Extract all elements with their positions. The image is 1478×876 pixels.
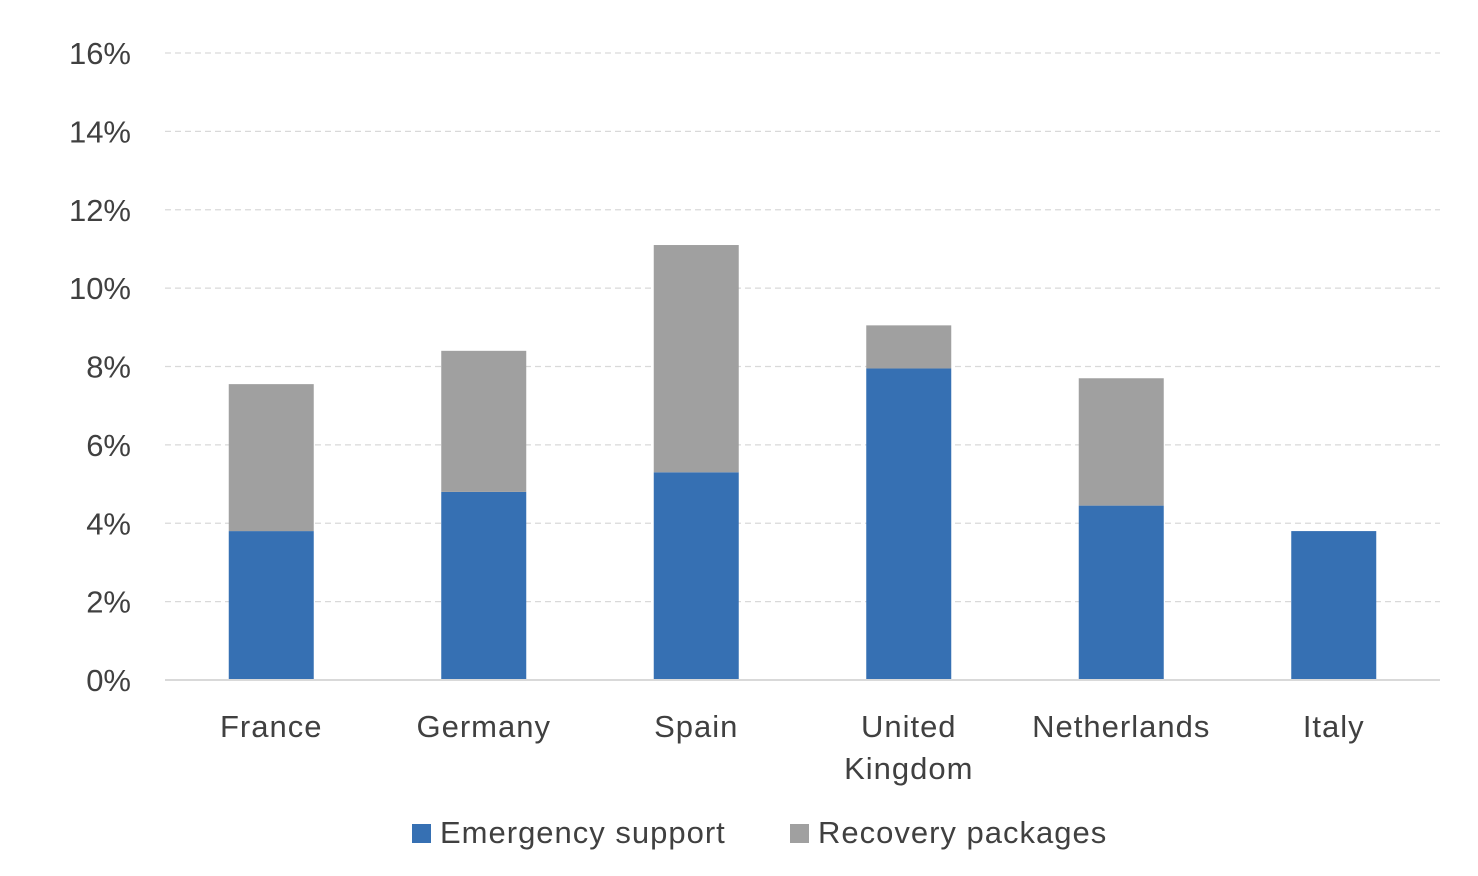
x-category-label: Germany — [417, 709, 551, 744]
bar-emergency-support — [866, 368, 952, 680]
bar-emergency-support — [1078, 505, 1164, 680]
x-category-label-line: United — [861, 709, 957, 744]
bar-recovery-packages — [1078, 378, 1164, 506]
y-tick-label: 12% — [69, 193, 131, 228]
legend-swatch-emergency-support — [412, 824, 431, 843]
y-tick-label: 8% — [86, 350, 131, 385]
y-tick-label: 2% — [86, 585, 131, 620]
bar-emergency-support — [441, 491, 527, 680]
x-category-label: Spain — [654, 709, 738, 744]
x-category-label: United Kingdom — [844, 709, 973, 786]
x-category-label: Netherlands — [1032, 709, 1210, 744]
gridlines — [165, 52, 1440, 603]
legend-label-emergency-support: Emergency support — [440, 815, 726, 850]
x-category-label-line: France — [220, 709, 322, 744]
x-category-label: France — [220, 709, 322, 744]
y-tick-label: 4% — [86, 506, 131, 541]
bar-recovery-packages — [441, 350, 527, 492]
y-tick-label: 6% — [86, 428, 131, 463]
y-tick-label: 0% — [86, 663, 131, 698]
legend: Emergency support Recovery packages — [412, 815, 1107, 850]
bar-recovery-packages — [653, 245, 739, 473]
bar-recovery-packages — [228, 384, 314, 532]
x-category-label-line: Netherlands — [1032, 709, 1210, 744]
y-tick-label: 16% — [69, 36, 131, 71]
x-category-label-line: Italy — [1303, 709, 1365, 744]
y-tick-label: 10% — [69, 271, 131, 306]
y-tick-label: 14% — [69, 114, 131, 149]
legend-swatch-recovery-packages — [790, 824, 809, 843]
legend-label-recovery-packages: Recovery packages — [818, 815, 1107, 850]
bar-emergency-support — [228, 531, 314, 680]
x-category-label-line: Germany — [417, 709, 551, 744]
x-category-label-line: Spain — [654, 709, 738, 744]
bars — [228, 245, 1377, 680]
bar-emergency-support — [1291, 531, 1377, 680]
bar-recovery-packages — [866, 325, 952, 369]
x-category-label-line: Kingdom — [844, 751, 973, 786]
y-axis-tick-labels: 0% 2% 4% 6% 8% 10% 12% 14% 16% — [69, 36, 131, 698]
bar-emergency-support — [653, 472, 739, 680]
x-category-label: Italy — [1303, 709, 1365, 744]
x-axis-category-labels: France Germany Spain United Kingdom Netherlan… — [220, 709, 1365, 786]
